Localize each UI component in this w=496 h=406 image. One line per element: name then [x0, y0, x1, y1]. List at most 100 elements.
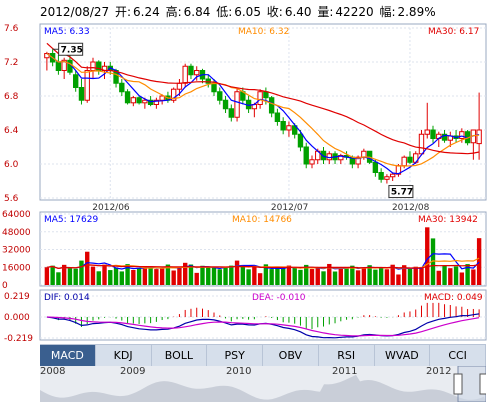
candle-body [90, 61, 96, 71]
volume-bar [217, 269, 222, 285]
volume-bar [453, 266, 459, 285]
volume-bar [373, 269, 378, 285]
volume-y-tick: 48000 [2, 228, 31, 238]
volume-bar [73, 268, 78, 285]
low-value: 6.05 [234, 5, 261, 19]
volume-bar [292, 267, 297, 285]
ma10-line [46, 53, 480, 167]
candle-body [211, 82, 217, 93]
macd-dea-label: DEA: -0.010 [252, 293, 306, 303]
volume-bar [108, 270, 113, 285]
volume-bar [96, 271, 101, 285]
candle-body [263, 91, 269, 99]
volume-bar [332, 271, 338, 285]
volume-bar [188, 264, 194, 285]
candle-body [194, 70, 200, 76]
volume-bar [240, 265, 246, 285]
candle-body [424, 129, 430, 135]
volume-bar [321, 271, 326, 285]
high-label: 高: [165, 5, 182, 19]
volume-bar [327, 263, 332, 285]
timeline-left-handle[interactable] [453, 373, 463, 395]
candle-body [78, 87, 85, 101]
panel-frame-0 [39, 23, 487, 201]
timeline-navigator[interactable]: 2008 2009 2010 2011 2012 [40, 366, 486, 402]
price-ma30-label: MA30: 6.17 [428, 27, 479, 37]
candle-body [234, 91, 240, 118]
candle-body [355, 156, 361, 165]
candle-body [159, 95, 165, 101]
price-y-tick: 5.6 [4, 194, 19, 204]
indicator-tabs: MACD KDJ BOLL PSY OBV RSI WVAD CCI [40, 344, 486, 368]
candle-body [124, 91, 131, 104]
tab-obv[interactable]: OBV [263, 345, 319, 367]
volume-bar [298, 269, 303, 285]
volume-bar [413, 266, 418, 285]
low-marker-box [388, 185, 414, 199]
candle-body [476, 129, 482, 145]
volume-bar [471, 269, 476, 285]
volume-bar [361, 267, 367, 285]
volume-bar [402, 265, 407, 285]
tab-rsi[interactable]: RSI [319, 345, 375, 367]
candle-body [459, 131, 465, 139]
candle-body [378, 172, 384, 180]
candle-body [222, 99, 229, 110]
volume-bar [275, 268, 280, 285]
macd-dif-label: DIF: 0.014 [44, 293, 90, 303]
price-y-tick: 6.4 [4, 126, 19, 136]
volume-bar [448, 268, 453, 285]
open-label: 开: [115, 5, 132, 19]
volume-bar [113, 267, 119, 285]
volume-bar [148, 266, 153, 285]
tab-kdj[interactable]: KDJ [96, 345, 152, 367]
macd-y-tick: 0.219 [4, 292, 30, 302]
candle-body [430, 129, 436, 139]
volume-bar [154, 269, 159, 285]
volume-y-tick: 0 [2, 281, 8, 291]
candle-body [205, 78, 211, 84]
volume-bar [252, 265, 257, 285]
candle-body [73, 74, 79, 88]
tab-wvad[interactable]: WVAD [375, 345, 431, 367]
volume-bar [102, 264, 107, 285]
low-marker-label: 5.77 [391, 188, 413, 198]
volume-bar [419, 267, 424, 285]
volume-bar [119, 271, 124, 285]
price-y-tick: 6.0 [4, 160, 19, 170]
tab-boll[interactable]: BOLL [152, 345, 208, 367]
quote-date: 2012/08/27 [40, 5, 110, 19]
volume-bar [61, 264, 67, 285]
volume-bar [436, 270, 441, 285]
high-marker-label: 7.35 [61, 45, 83, 55]
candle-body [136, 97, 142, 104]
volume-bar [378, 267, 384, 285]
candle-body [418, 133, 425, 155]
price-x-tick: 2012/07 [271, 203, 308, 213]
candle-body [119, 82, 125, 93]
candle-body [274, 112, 281, 122]
tab-cci[interactable]: CCI [430, 345, 486, 367]
volume-bar [286, 265, 292, 285]
candle-body [153, 99, 160, 105]
tab-macd[interactable]: MACD [40, 345, 96, 367]
price-x-tick: 2012/06 [92, 203, 130, 213]
candle-body [228, 108, 234, 118]
tab-psy[interactable]: PSY [207, 345, 263, 367]
volume-bar [355, 270, 361, 285]
volume-bar [407, 268, 413, 285]
change-label: 幅: [379, 5, 396, 19]
volume-bar [131, 269, 136, 285]
price-x-tick: 2012/08 [392, 203, 430, 213]
candle-body [84, 70, 90, 101]
volume-bar [309, 269, 315, 285]
volume-bar [44, 267, 50, 285]
volume-bar [206, 267, 211, 285]
candle-body [372, 161, 379, 174]
volume-y-tick: 16000 [2, 263, 31, 273]
volume-bar [246, 269, 251, 285]
timeline-right-handle[interactable] [479, 373, 486, 395]
volume-bar [171, 270, 176, 285]
